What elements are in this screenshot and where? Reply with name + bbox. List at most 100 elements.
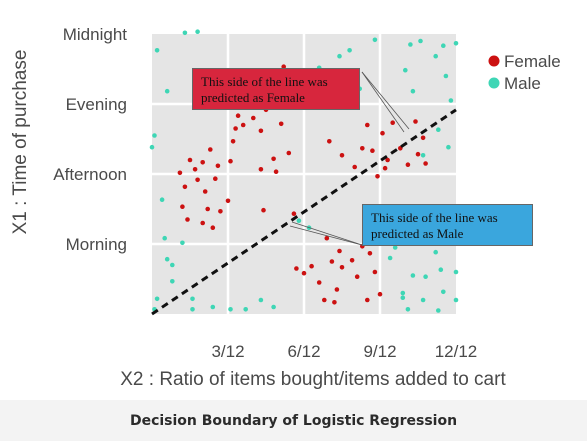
female-point: [177, 170, 183, 176]
male-side-annotation: This side of the line was predicted as M…: [362, 204, 533, 246]
female-point: [208, 147, 213, 152]
female-point: [228, 158, 233, 164]
female-point: [390, 120, 396, 125]
male-point: [446, 144, 451, 150]
female-point: [240, 122, 246, 128]
x-tick-label: 12/12: [435, 342, 478, 361]
female-point: [200, 220, 205, 226]
male-point: [453, 297, 459, 303]
female-point: [218, 209, 223, 214]
male-point: [441, 289, 446, 295]
legend-label-female: Female: [504, 52, 561, 71]
male-point: [347, 48, 352, 53]
male-point: [420, 297, 426, 303]
female-point: [187, 157, 193, 163]
female-point: [205, 206, 210, 212]
y-tick-label: Midnight: [63, 25, 128, 44]
female-point: [385, 157, 390, 163]
male-point: [420, 153, 426, 158]
female-point: [423, 161, 428, 166]
male-point: [405, 307, 411, 312]
female-point: [180, 204, 185, 209]
male-point: [296, 218, 302, 223]
female-point: [337, 248, 342, 254]
female-point: [360, 146, 365, 151]
male-point: [149, 144, 155, 150]
female-point: [225, 198, 231, 204]
male-point: [433, 249, 439, 255]
female-point: [185, 217, 190, 222]
female-callout-pointer: [361, 71, 405, 133]
y-axis-label: X1 : Time of purchase: [10, 50, 31, 235]
female-point: [195, 177, 200, 183]
y-tick-label: Afternoon: [53, 165, 127, 184]
male-point: [372, 37, 378, 43]
male-point: [210, 304, 216, 310]
female-point: [309, 263, 314, 269]
x-tick-label: 6/12: [287, 342, 320, 361]
male-point: [190, 307, 195, 312]
female-point: [420, 135, 426, 141]
male-point: [387, 255, 393, 261]
female-point: [215, 163, 221, 169]
female-point: [278, 121, 284, 127]
legend-marker-male: [488, 77, 500, 89]
female-point: [261, 207, 266, 213]
male-point: [154, 48, 160, 53]
female-point: [339, 265, 345, 270]
male-point: [441, 43, 446, 48]
male-point: [170, 279, 175, 284]
male-point: [152, 133, 157, 138]
male-point: [410, 88, 416, 94]
female-point: [372, 269, 378, 275]
female-point: [332, 300, 337, 305]
male-point: [182, 30, 188, 36]
male-point: [154, 296, 160, 302]
male-point: [448, 98, 454, 103]
female-point: [352, 164, 358, 170]
legend-marker-female: [488, 55, 500, 67]
female-point: [281, 64, 287, 69]
female-point: [258, 128, 264, 134]
chart-caption: Decision Boundary of Logistic Regression: [129, 412, 458, 429]
male-point: [258, 297, 264, 303]
female-point: [202, 189, 208, 194]
female-point: [329, 259, 335, 264]
female-point: [367, 251, 373, 256]
male-point: [436, 308, 441, 313]
female-callout-pointer: [361, 71, 410, 130]
female-point: [286, 150, 292, 156]
male-point: [433, 53, 439, 59]
female-point: [230, 139, 236, 144]
x-tick-label: 9/12: [363, 342, 396, 361]
female-point: [370, 148, 375, 153]
male-point: [195, 29, 200, 34]
female-point: [334, 287, 340, 292]
male-point: [410, 273, 416, 278]
male-callout-pointer: [289, 225, 363, 246]
female-point: [365, 297, 370, 303]
x-tick-label: 3/12: [211, 342, 244, 361]
female-point: [291, 211, 297, 216]
female-point: [233, 126, 238, 131]
female-point: [354, 274, 360, 280]
female-point: [301, 270, 307, 276]
y-tick-label: Evening: [66, 95, 127, 114]
male-point: [418, 38, 423, 44]
male-point: [403, 67, 408, 73]
male-point: [443, 73, 449, 79]
female-point: [405, 162, 411, 167]
male-point: [190, 296, 195, 302]
male-point: [337, 53, 342, 59]
male-point: [162, 235, 167, 241]
female-point: [182, 184, 188, 190]
male-point: [164, 256, 170, 262]
female-point: [294, 266, 299, 271]
female-point: [327, 139, 332, 144]
female-point: [377, 291, 383, 297]
female-point: [365, 122, 370, 128]
male-point: [271, 304, 276, 310]
female-point: [192, 167, 198, 172]
male-point: [423, 274, 428, 280]
male-point: [438, 267, 444, 273]
